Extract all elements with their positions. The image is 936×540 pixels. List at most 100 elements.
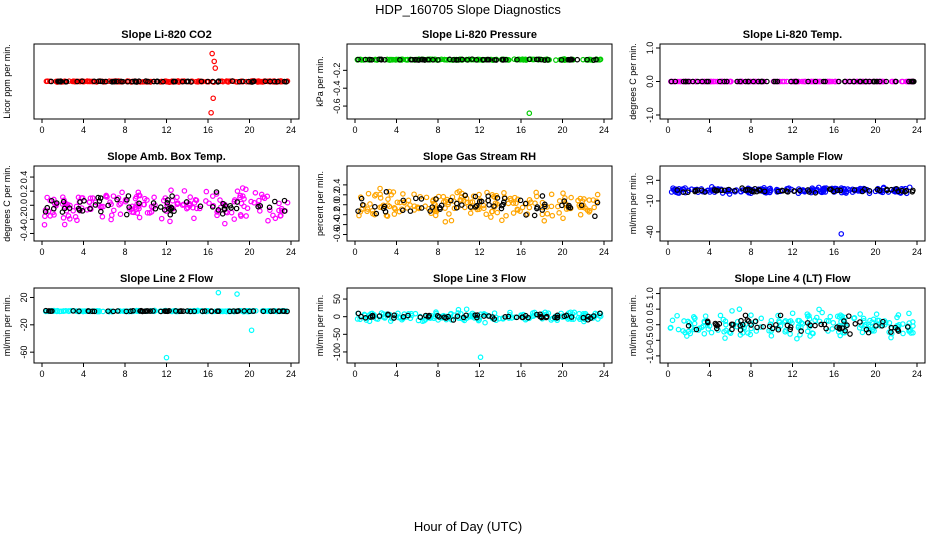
panel-4-point-all bbox=[169, 198, 176, 204]
panel-5-x-tick-label: 4 bbox=[394, 247, 399, 257]
panel-5-point-all bbox=[556, 198, 563, 204]
panel-2-point-slope bbox=[378, 56, 385, 63]
panel-1-point-all bbox=[210, 95, 216, 102]
panel-5-point-all bbox=[511, 194, 518, 201]
panel-9-point-all bbox=[684, 333, 690, 339]
panel-4-point-all bbox=[70, 207, 77, 214]
panel-8-point-slope bbox=[391, 315, 397, 321]
panel-9-point-all bbox=[857, 311, 863, 317]
panel-4-point-all bbox=[99, 213, 106, 220]
panel-4-point-all bbox=[277, 213, 284, 219]
panel-5-point-all bbox=[577, 195, 584, 202]
panel-5-point-slope bbox=[501, 195, 508, 202]
panel-9-point-all bbox=[708, 329, 715, 336]
panel-7-point-slope bbox=[268, 308, 274, 315]
panel-9-point-all bbox=[819, 309, 825, 316]
panel-8-point-slope bbox=[505, 313, 512, 320]
panel-8-point-slope bbox=[369, 314, 376, 320]
panel-7-point-slope bbox=[105, 308, 111, 314]
panel-9-point-slope bbox=[754, 324, 760, 331]
panel-7-y-tick-label: -20 bbox=[19, 318, 29, 331]
panel-3-point-slope bbox=[764, 78, 770, 85]
panel-6-point-slope bbox=[851, 187, 858, 193]
panel-9-point-slope bbox=[739, 321, 746, 328]
panel-7-point-slope bbox=[145, 308, 151, 314]
panel-3-point-slope bbox=[716, 78, 723, 85]
panel-1-point-slope bbox=[215, 78, 222, 84]
panel-5-y-tick-label: 0.4 bbox=[332, 179, 342, 192]
panel-8-point-slope bbox=[441, 314, 448, 321]
panel-5-point-slope bbox=[578, 202, 585, 209]
panel-1-x-tick-label: 16 bbox=[203, 125, 213, 135]
panel-4-point-slope bbox=[150, 200, 157, 206]
panel-9-point-all bbox=[705, 326, 712, 332]
panel-4-point-all bbox=[89, 195, 96, 201]
panel-5-point-slope bbox=[472, 193, 479, 200]
panel-2-x-tick-label: 20 bbox=[557, 125, 567, 135]
panel-9-point-all bbox=[691, 320, 698, 327]
panel-4-point-all bbox=[239, 193, 246, 199]
panel-9-point-all bbox=[669, 317, 676, 324]
figure-x-axis-label: Hour of Day (UTC) bbox=[414, 519, 522, 534]
panel-4-point-all bbox=[183, 205, 190, 212]
panel-1-point-slope bbox=[229, 78, 236, 84]
panel-5-point-all bbox=[541, 218, 548, 224]
panel-7-point-slope bbox=[76, 308, 82, 314]
panel-9-point-all bbox=[871, 328, 877, 334]
panel-8-point-slope bbox=[391, 312, 398, 319]
panel-4-point-all bbox=[51, 212, 57, 218]
panel-9-point-all bbox=[795, 324, 802, 331]
panel-1-point-slope bbox=[118, 78, 124, 85]
panel-8-frame bbox=[346, 287, 613, 364]
panel-7-point-all bbox=[163, 354, 170, 361]
panel-6-y-axis-label: ml/min per min. bbox=[628, 173, 638, 235]
panel-5-point-all bbox=[488, 214, 494, 220]
panel-7-point-slope bbox=[191, 308, 198, 315]
panel-6-point-all bbox=[906, 184, 913, 191]
panel-5-point-slope bbox=[407, 208, 414, 214]
panel-5-y-tick-label: -0.6 bbox=[332, 227, 342, 243]
panel-6-point-slope bbox=[791, 188, 797, 194]
panel-3-point-all bbox=[710, 78, 717, 85]
panel-7-x-tick-label: 20 bbox=[244, 369, 254, 379]
panel-5-point-slope bbox=[383, 189, 390, 195]
panel-4-point-slope bbox=[61, 205, 68, 212]
panel-9-point-all bbox=[687, 330, 694, 337]
panel-7-y-axis-label: ml/min per min. bbox=[2, 295, 12, 357]
panel-8-point-all bbox=[421, 317, 428, 324]
panel-4-point-all bbox=[110, 193, 117, 199]
panel-4-point-slope bbox=[92, 202, 99, 208]
panel-5-point-all bbox=[469, 199, 476, 205]
panel-9-point-all bbox=[686, 319, 693, 326]
panel-4-point-all bbox=[108, 212, 115, 219]
panel-9-point-all bbox=[758, 315, 765, 322]
panel-7-x-tick-label: 12 bbox=[161, 369, 171, 379]
panel-7-point-all bbox=[60, 308, 67, 314]
panel-1-point-slope bbox=[188, 79, 194, 85]
panel-9: Slope Line 4 (LT) Flow ml/min per min. 0 4 8… bbox=[628, 273, 926, 379]
panel-9-point-all bbox=[816, 306, 822, 313]
panel-7-point-slope bbox=[46, 308, 52, 314]
panel-9-point-all bbox=[873, 311, 880, 317]
panel-2-x-tick-label: 8 bbox=[435, 125, 440, 135]
panel-5-point-all bbox=[481, 205, 487, 212]
panel-5-point-all bbox=[562, 195, 568, 201]
panel-1-point-slope bbox=[74, 78, 80, 85]
panel-8-point-slope bbox=[474, 312, 481, 318]
panel-1-point-slope bbox=[124, 78, 131, 85]
panel-2-point-slope bbox=[514, 56, 520, 63]
panel-7-point-slope bbox=[199, 308, 206, 315]
panel-9-point-all bbox=[701, 330, 708, 337]
panel-3-point-slope bbox=[703, 78, 710, 85]
panel-2-title: Slope Li-820 Pressure bbox=[422, 29, 537, 41]
panel-8-point-all bbox=[463, 306, 470, 313]
panel-4-point-all bbox=[129, 203, 136, 210]
panel-4-point-slope bbox=[234, 199, 241, 205]
panel-5-point-slope bbox=[448, 197, 454, 204]
panel-6-point-slope bbox=[859, 188, 866, 195]
panel-5-point-slope bbox=[517, 197, 524, 204]
panel-5-point-all bbox=[581, 196, 587, 202]
panel-7-point-slope bbox=[250, 308, 257, 314]
panel-9-point-all bbox=[894, 314, 900, 321]
panel-8-point-slope bbox=[489, 314, 496, 320]
